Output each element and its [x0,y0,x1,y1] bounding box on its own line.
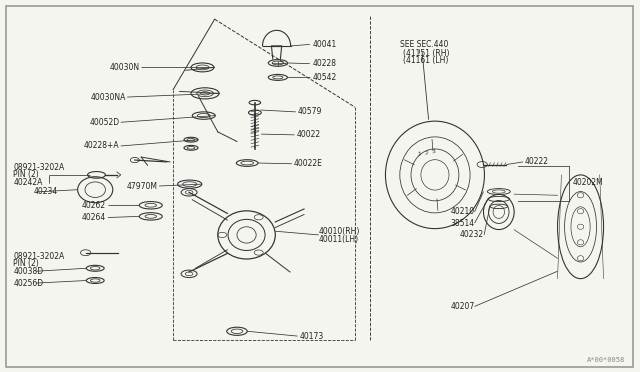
Text: 40210: 40210 [451,208,474,217]
Text: 40262: 40262 [82,201,106,210]
Text: 40228: 40228 [312,59,337,68]
Text: J J J: J J J [418,148,437,157]
Text: 40202M: 40202M [572,178,603,187]
Text: 40030N: 40030N [110,63,140,72]
Text: A*00*0058: A*00*0058 [587,357,625,363]
Text: 40234: 40234 [34,187,58,196]
Text: 40041: 40041 [312,40,337,49]
Text: SEE SEC.440: SEE SEC.440 [400,40,448,49]
Text: 40222: 40222 [524,157,548,166]
Text: 38514: 38514 [451,219,474,228]
Text: 40579: 40579 [298,108,322,116]
Text: 40010(RH): 40010(RH) [319,227,360,237]
Text: 40232: 40232 [460,230,484,240]
Text: PIN (2): PIN (2) [13,170,39,179]
Text: 08921-3202A: 08921-3202A [13,163,65,172]
Text: 40542: 40542 [312,73,337,82]
Text: 40052D: 40052D [90,118,120,127]
Text: 40173: 40173 [300,331,324,341]
FancyBboxPatch shape [6,6,633,367]
Text: 08921-3202A: 08921-3202A [13,252,65,261]
Text: 40264: 40264 [82,213,106,222]
Text: 40207: 40207 [451,302,474,311]
Text: PIN (2): PIN (2) [13,259,39,267]
Text: 40022E: 40022E [294,159,323,168]
Text: 40228+A: 40228+A [84,141,120,151]
Text: 40242A: 40242A [13,178,43,187]
Text: 40030NA: 40030NA [90,93,126,102]
Text: 40256D: 40256D [13,279,44,288]
Text: 40022: 40022 [296,130,321,140]
Text: 40011(LH): 40011(LH) [319,235,359,244]
Text: (41151 (RH): (41151 (RH) [403,49,449,58]
Text: (41161 (LH): (41161 (LH) [403,56,449,65]
Text: 40038D: 40038D [13,267,44,276]
Text: 47970M: 47970M [127,182,158,190]
